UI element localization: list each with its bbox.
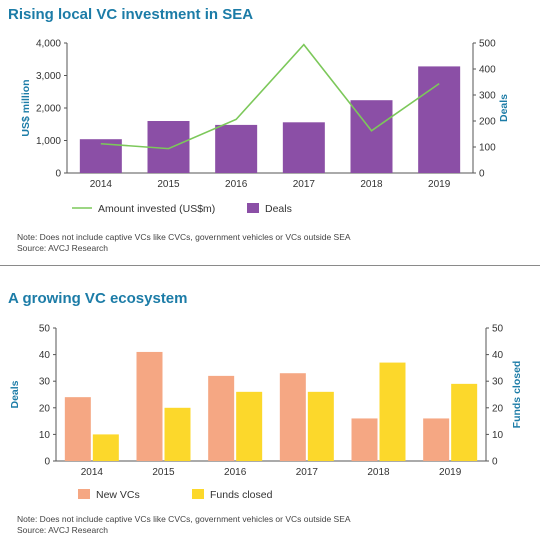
note-text: Note: Does not include captive VCs like …	[17, 232, 351, 242]
y2-tick-label: 20	[492, 403, 504, 414]
y-tick-label: 1,000	[36, 136, 61, 147]
bar-funds-closed	[451, 383, 478, 461]
y2-axis-label: Funds closed	[511, 361, 523, 429]
bar-new-vcs	[351, 418, 378, 461]
chart-note: Note: Does not include captive VCs like …	[17, 232, 351, 253]
y-tick-label: 30	[39, 377, 51, 388]
x-tick-label: 2017	[296, 467, 319, 478]
y-tick-label: 50	[39, 324, 51, 335]
x-tick-label: 2015	[152, 467, 175, 478]
y-tick-label: 0	[55, 169, 61, 180]
bar-new-vcs	[279, 373, 306, 461]
x-tick-label: 2018	[367, 467, 390, 478]
line-amount-invested	[100, 43, 440, 150]
bar-new-vcs	[423, 418, 450, 461]
x-tick-label: 2014	[81, 467, 104, 478]
y-tick-label: 3,000	[36, 71, 61, 82]
legend-label-deals: Deals	[265, 203, 292, 215]
legend-swatch-funds-closed	[192, 489, 204, 499]
bar-funds-closed	[307, 391, 334, 461]
bar-funds-closed	[379, 362, 406, 461]
y2-tick-label: 10	[492, 430, 504, 441]
y-tick-label: 2,000	[36, 104, 61, 115]
y-tick-label: 0	[44, 457, 50, 468]
y2-tick-label: 0	[492, 457, 498, 468]
y2-tick-label: 40	[492, 350, 504, 361]
y2-tick-label: 30	[492, 377, 504, 388]
y-tick-label: 40	[39, 350, 51, 361]
x-tick-label: 2014	[90, 179, 113, 190]
chart-title: Rising local VC investment in SEA	[8, 6, 254, 23]
x-tick-label: 2017	[293, 179, 316, 190]
chart-title: A growing VC ecosystem	[8, 290, 188, 307]
y-tick-label: 20	[39, 403, 51, 414]
legend-swatch-deals	[247, 203, 259, 213]
y2-tick-label: 400	[479, 65, 496, 76]
bar-funds-closed	[164, 407, 191, 461]
x-tick-label: 2016	[225, 179, 248, 190]
legend-swatch-new-vcs	[78, 489, 90, 499]
bar-deals	[215, 124, 258, 173]
chart-vc-ecosystem: 0 10 20 30 40 50 0 10 20 30 40 50 2014 2015 2016 2017 20…	[9, 324, 523, 502]
chart-note: Note: Does not include captive VCs like …	[17, 514, 351, 535]
note-text: Note: Does not include captive VCs like …	[17, 514, 351, 524]
bar-deals	[418, 66, 461, 173]
y-tick-label: 10	[39, 430, 51, 441]
y2-tick-label: 200	[479, 117, 496, 128]
x-tick-label: 2019	[439, 467, 462, 478]
bar-deals	[282, 122, 325, 173]
y2-tick-label: 300	[479, 91, 496, 102]
bar-new-vcs	[64, 397, 91, 461]
y2-tick-label: 0	[479, 169, 485, 180]
legend-label-new-vcs: New VCs	[96, 489, 140, 501]
chart-panel-vc-ecosystem: A growing VC ecosystem 0 10 20 30 40 50 0 10 20 3…	[0, 280, 540, 540]
source-text: Source: AVCJ Research	[17, 242, 109, 253]
chart-panel-vc-investment: Rising local VC investment in SEA 0 1,000…	[0, 0, 540, 262]
chart-vc-investment: 0 1,000 2,000 3,000 4,000 0 100 200 300 400 500 201…	[20, 39, 510, 216]
bar-funds-closed	[236, 391, 263, 461]
y2-axis-label: Deals	[498, 94, 510, 122]
y-axis-label: US$ million	[20, 79, 32, 136]
source-text: Source: AVCJ Research	[17, 524, 109, 535]
y-tick-label: 4,000	[36, 39, 61, 50]
y2-tick-label: 500	[479, 39, 496, 50]
x-tick-label: 2016	[224, 467, 247, 478]
y-axis-label: Deals	[9, 380, 21, 408]
legend-label-funds-closed: Funds closed	[210, 489, 273, 501]
x-tick-label: 2019	[428, 179, 451, 190]
y2-tick-label: 100	[479, 143, 496, 154]
x-tick-label: 2015	[157, 179, 180, 190]
bar-new-vcs	[136, 351, 163, 461]
section-divider	[0, 265, 540, 266]
y2-tick-label: 50	[492, 324, 504, 335]
bar-funds-closed	[92, 434, 119, 461]
x-tick-label: 2018	[360, 179, 383, 190]
bar-new-vcs	[208, 375, 235, 461]
legend-label-amount: Amount invested (US$m)	[98, 203, 215, 215]
